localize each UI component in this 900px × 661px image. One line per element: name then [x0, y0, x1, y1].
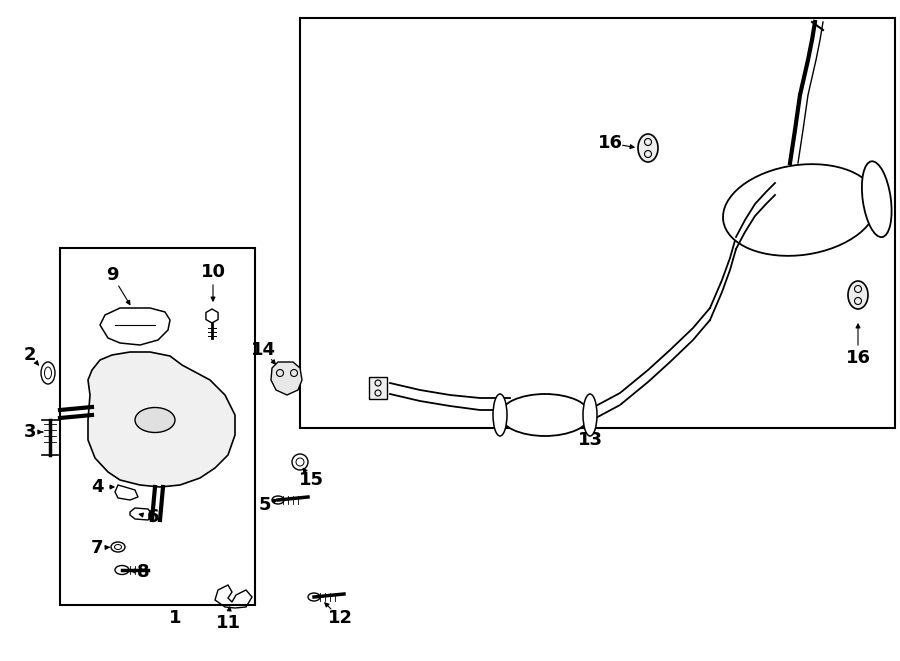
Bar [60, 248, 255, 605]
Ellipse shape [848, 281, 868, 309]
Ellipse shape [862, 161, 892, 237]
Text: 16: 16 [845, 349, 870, 367]
Text: 14: 14 [250, 341, 275, 359]
Text: 16: 16 [598, 134, 623, 152]
Ellipse shape [135, 407, 175, 432]
Polygon shape [271, 362, 302, 395]
Text: 9: 9 [106, 266, 118, 284]
Ellipse shape [115, 566, 129, 574]
Bar [300, 18, 895, 428]
Text: 7: 7 [91, 539, 104, 557]
Ellipse shape [111, 542, 125, 552]
Ellipse shape [723, 164, 877, 256]
Text: 2: 2 [23, 346, 36, 364]
Text: 8: 8 [137, 563, 149, 581]
Text: 3: 3 [23, 423, 36, 441]
Ellipse shape [500, 394, 590, 436]
Ellipse shape [638, 134, 658, 162]
Text: 15: 15 [299, 471, 323, 489]
Text: 13: 13 [578, 431, 602, 449]
Ellipse shape [272, 496, 284, 504]
Ellipse shape [114, 545, 122, 549]
Bar [369, 377, 387, 399]
Ellipse shape [44, 367, 51, 379]
Ellipse shape [308, 593, 320, 601]
Text: 10: 10 [201, 263, 226, 281]
Ellipse shape [41, 362, 55, 384]
Text: 1: 1 [169, 609, 181, 627]
Ellipse shape [583, 394, 597, 436]
Text: 4: 4 [91, 478, 104, 496]
Text: 5: 5 [259, 496, 271, 514]
Text: 11: 11 [215, 614, 240, 632]
Ellipse shape [493, 394, 507, 436]
Polygon shape [88, 352, 235, 487]
Text: 12: 12 [328, 609, 353, 627]
Text: 6: 6 [147, 508, 159, 526]
